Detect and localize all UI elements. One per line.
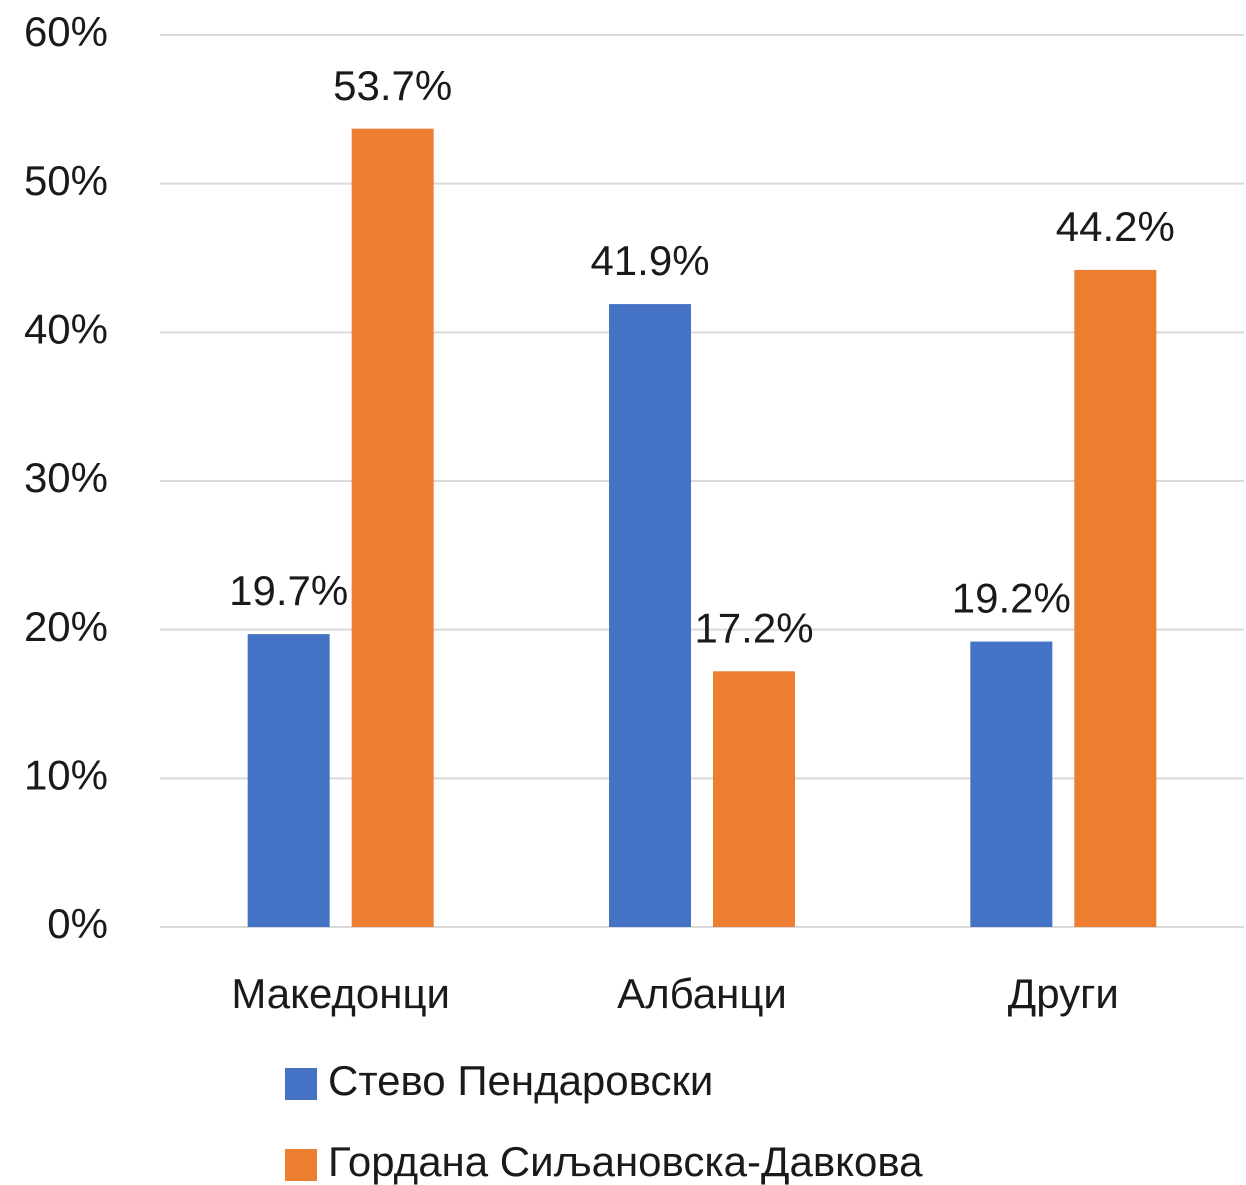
bar [609, 304, 691, 927]
x-tick-label: Албанци [617, 970, 787, 1017]
data-label: 19.2% [952, 575, 1071, 622]
bar [970, 641, 1053, 927]
x-tick-label: Македонци [231, 970, 450, 1017]
x-tick-label: Други [1008, 970, 1119, 1017]
legend-swatch [285, 1068, 317, 1100]
data-label: 17.2% [694, 604, 813, 651]
y-tick-label: 0% [47, 900, 108, 947]
bar [1074, 269, 1157, 928]
y-tick-label: 60% [24, 8, 108, 55]
y-tick-label: 10% [24, 751, 108, 798]
y-tick-label: 50% [24, 157, 108, 204]
data-label: 44.2% [1056, 203, 1175, 250]
bar [247, 634, 330, 927]
data-label: 53.7% [333, 62, 452, 109]
y-tick-label: 40% [24, 305, 108, 352]
legend-label: Гордана Сиљановска-Давкова [328, 1138, 923, 1185]
data-label: 19.7% [229, 567, 348, 614]
bar [351, 128, 434, 927]
y-tick-label: 20% [24, 603, 108, 650]
bar [713, 671, 795, 927]
legend-swatch [285, 1149, 317, 1181]
legend-label: Стево Пендаровски [328, 1057, 713, 1104]
y-tick-label: 30% [24, 454, 108, 501]
data-label: 41.9% [590, 237, 709, 284]
